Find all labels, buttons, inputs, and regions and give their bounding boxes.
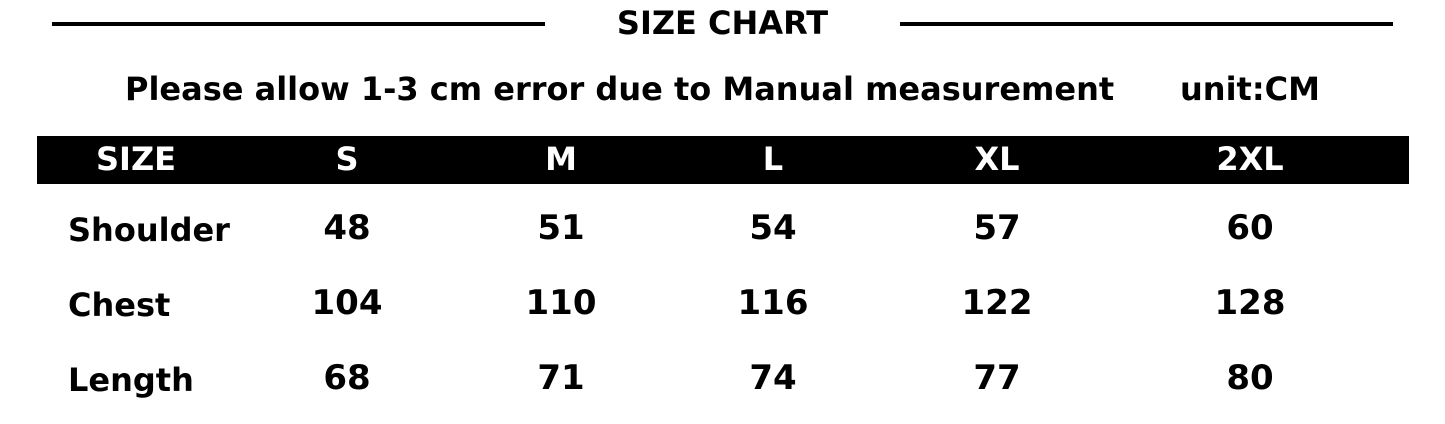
column-header: SIZE: [95, 140, 176, 178]
table-cell: 122: [961, 283, 1033, 323]
row-label: Chest: [68, 286, 171, 324]
table-cell: 60: [1226, 208, 1274, 248]
table-cell: 48: [323, 208, 371, 248]
column-header: S: [335, 140, 359, 178]
row-label: Length: [68, 361, 194, 399]
table-cell: 80: [1226, 358, 1274, 398]
column-header: L: [762, 140, 784, 178]
column-header: 2XL: [1216, 140, 1284, 178]
unit-label: unit:CM: [1180, 70, 1320, 108]
table-cell: 71: [537, 358, 585, 398]
table-header: SIZE S M L XL 2XL: [37, 136, 1409, 184]
table-cell: 57: [973, 208, 1021, 248]
table-cell: 77: [973, 358, 1021, 398]
column-header: M: [545, 140, 577, 178]
divider-right: [900, 22, 1393, 26]
table-cell: 128: [1214, 283, 1286, 323]
measurement-note: Please allow 1-3 cm error due to Manual …: [125, 70, 1115, 108]
table-cell: 54: [749, 208, 797, 248]
table-cell: 74: [749, 358, 797, 398]
table-cell: 104: [311, 283, 383, 323]
row-label: Shoulder: [68, 211, 230, 249]
table-cell: 116: [737, 283, 809, 323]
divider-left: [52, 22, 545, 26]
table-cell: 110: [525, 283, 597, 323]
chart-title: SIZE CHART: [616, 4, 829, 42]
table-cell: 68: [323, 358, 371, 398]
column-header: XL: [974, 140, 1020, 178]
table-cell: 51: [537, 208, 585, 248]
